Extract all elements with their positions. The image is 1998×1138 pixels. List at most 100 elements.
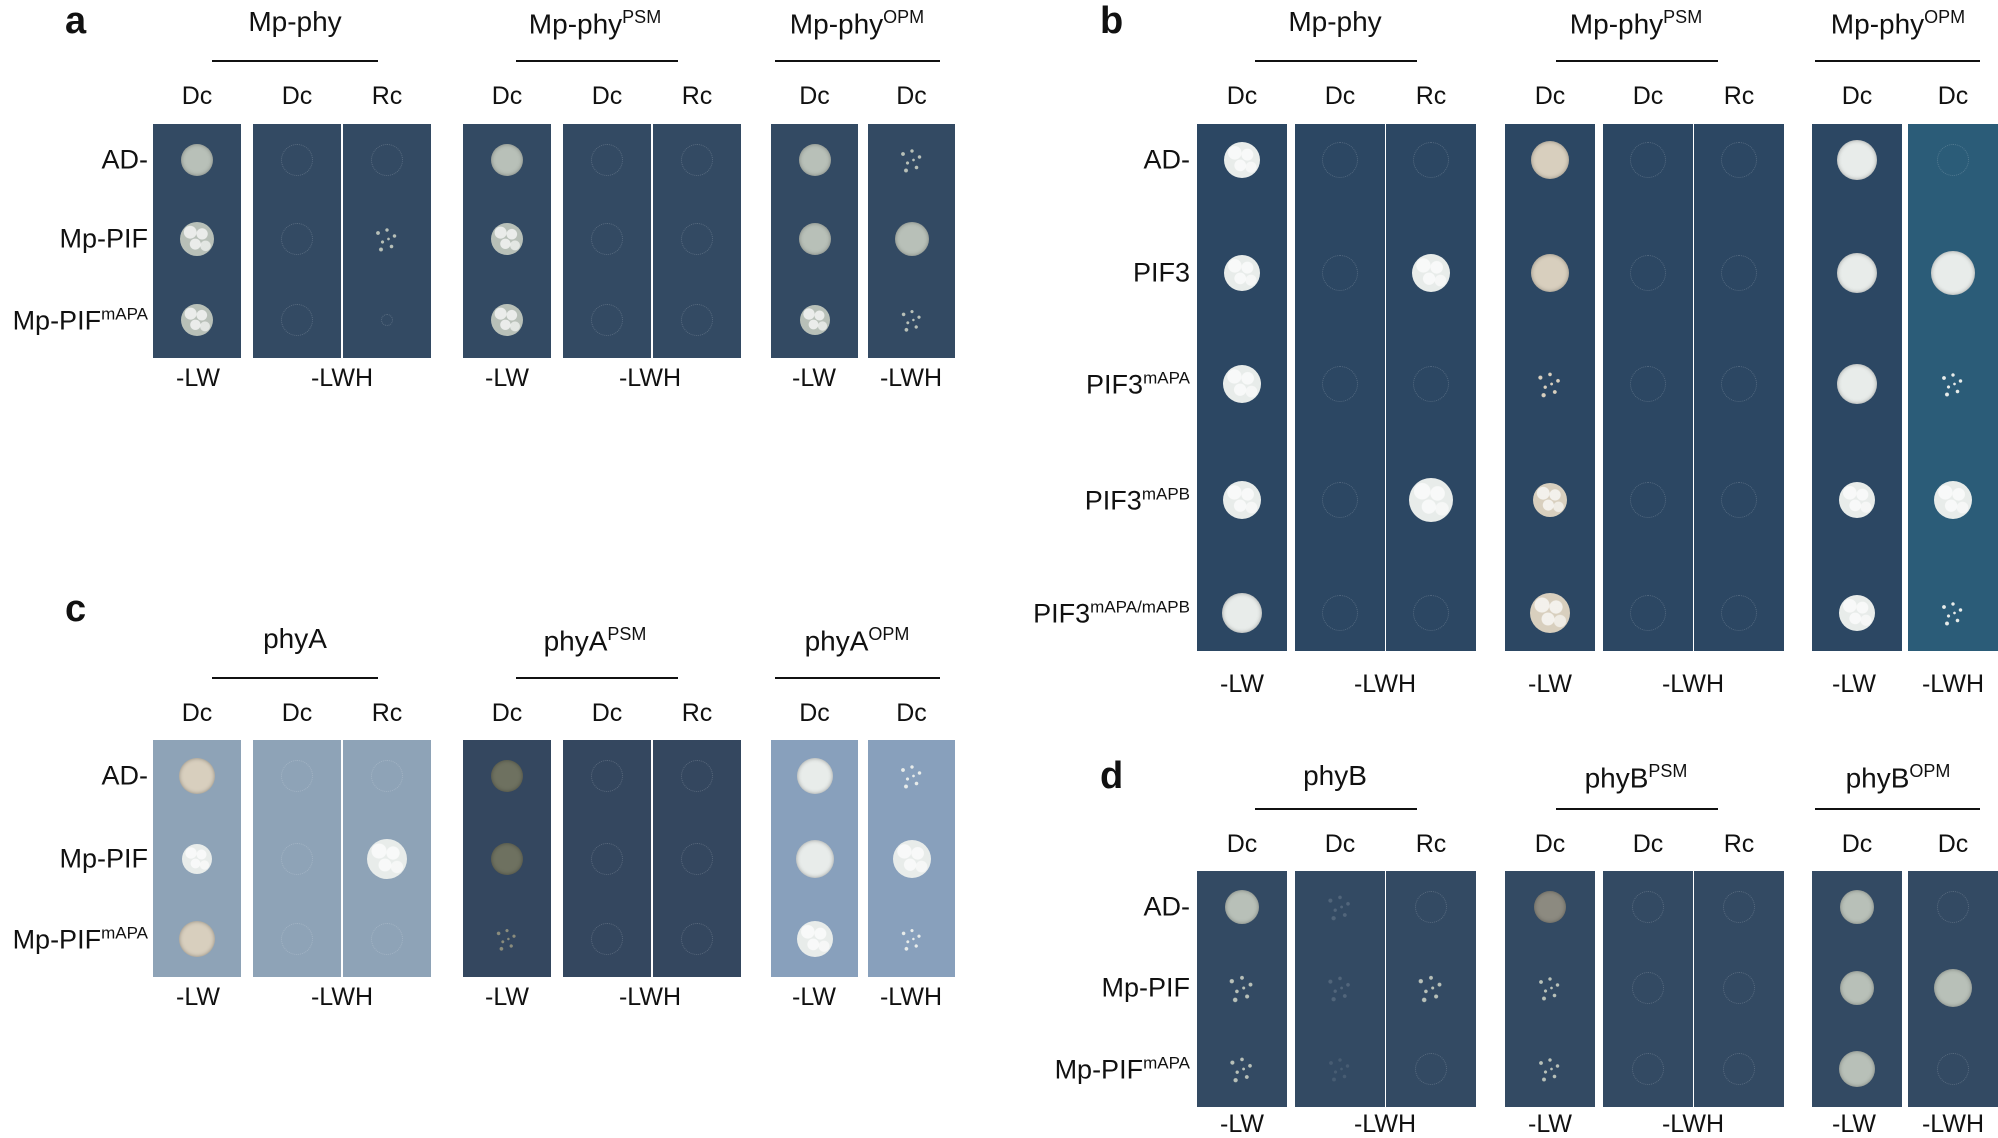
selection-condition-label: -LWH (310, 364, 374, 392)
group-header: Mp-phy (1288, 8, 1381, 36)
yeast-colony (1324, 972, 1356, 1004)
selection-condition-label: -LWH (1353, 1110, 1417, 1138)
row-label-name: AD- (101, 144, 149, 175)
agar-plate (1197, 871, 1287, 1107)
yeast-colony (1224, 142, 1260, 178)
row-label-sup: mAPA (1143, 1053, 1190, 1073)
agar-plate (771, 740, 858, 977)
column-label: Dc (1841, 82, 1873, 110)
group-header-name: phyA (543, 625, 608, 657)
selection-condition-label: -LW (485, 364, 529, 392)
yeast-colony (1937, 1053, 1969, 1085)
row-label-name: AD- (101, 760, 149, 791)
group-header-sup: PSM (1663, 7, 1703, 27)
column-label: Dc (1534, 830, 1566, 858)
yeast-colony (179, 758, 215, 794)
agar-plate (1295, 871, 1385, 1107)
yeast-colony (591, 843, 623, 875)
yeast-colony (491, 304, 523, 336)
agar-plate (1694, 871, 1784, 1107)
group-header-name: Mp-phy (528, 8, 623, 40)
column-label: Rc (371, 82, 403, 110)
agar-plate (1908, 124, 1998, 651)
row-label-sup: mAPA (1143, 368, 1190, 388)
yeast-colony (1535, 973, 1565, 1003)
column-label: Rc (1723, 82, 1755, 110)
row-label-name: Mp-PIF (12, 924, 102, 955)
column-label: Rc (681, 82, 713, 110)
yeast-colony (1934, 481, 1972, 519)
yeast-colony (1630, 255, 1666, 291)
yeast-colony (1413, 142, 1449, 178)
yeast-colony (372, 224, 402, 254)
yeast-colony (1324, 891, 1356, 923)
yeast-colony (1409, 478, 1453, 522)
yeast-colony (493, 925, 521, 953)
yeast-colony (798, 223, 831, 255)
yeast-colony (1938, 598, 1968, 628)
selection-condition-label: -LWH (1661, 670, 1725, 698)
yeast-colony (796, 758, 833, 794)
yeast-colony (281, 760, 313, 792)
yeast-colony (1931, 251, 1975, 295)
yeast-colony (1322, 366, 1358, 402)
column-label: Dc (1937, 830, 1969, 858)
column-label: Dc (491, 82, 523, 110)
selection-condition-label: -LWH (310, 983, 374, 1011)
agar-plate (1386, 124, 1476, 651)
group-header-name: phyB (1845, 762, 1910, 794)
yeast-colony (1322, 142, 1358, 178)
yeast-colony (1531, 254, 1569, 292)
agar-plate (653, 740, 741, 977)
yeast-colony (491, 760, 523, 792)
yeast-colony (179, 921, 215, 957)
yeast-colony (491, 144, 523, 176)
yeast-colony (381, 314, 393, 326)
yeast-colony (1413, 595, 1449, 631)
group-underline (212, 677, 378, 679)
column-label: Rc (1415, 82, 1447, 110)
group-header-sup: OPM (883, 7, 925, 27)
agar-plate (1694, 124, 1784, 651)
agar-plate (343, 124, 431, 358)
group-header: phyA (263, 625, 327, 653)
selection-condition-label: -LWH (618, 364, 682, 392)
group-header-sup: PSM (1648, 761, 1688, 781)
column-label: Dc (181, 699, 213, 727)
column-label: Dc (181, 82, 213, 110)
selection-condition-label: -LW (176, 983, 220, 1011)
agar-plate (1197, 124, 1287, 651)
selection-condition-label: -LW (1832, 670, 1876, 698)
selection-condition-label: -LWH (879, 983, 943, 1011)
yeast-colony (897, 925, 926, 953)
yeast-colony (796, 921, 833, 957)
agar-plate (343, 740, 431, 977)
row-label-sup: mAPA (101, 923, 148, 943)
yeast-colony (1412, 254, 1450, 292)
selection-condition-label: -LWH (1921, 670, 1985, 698)
agar-plate (1812, 871, 1902, 1107)
column-label: Rc (371, 699, 403, 727)
selection-condition-label: -LW (485, 983, 529, 1011)
yeast-colony (1530, 593, 1570, 633)
row-label: Mp-PIF (1101, 974, 1190, 1002)
group-header: Mp-phy (248, 8, 341, 36)
yeast-colony (1415, 1053, 1447, 1085)
yeast-colony (1630, 142, 1666, 178)
row-label: Mp-PIFmAPA (13, 306, 148, 335)
yeast-colony (1934, 969, 1972, 1007)
agar-plate (1505, 871, 1595, 1107)
group-header-name: Mp-phy (1288, 6, 1382, 37)
row-label-name: PIF3 (1033, 598, 1091, 629)
row-label: Mp-PIFmAPA (13, 925, 148, 954)
row-label-name: Mp-PIF (59, 843, 148, 874)
agar-plate (653, 124, 741, 358)
group-underline (1556, 60, 1718, 62)
agar-plate (253, 124, 341, 358)
panel-letter-b: b (1100, 0, 1124, 42)
group-underline (1255, 808, 1417, 810)
row-label-name: PIF3 (1132, 257, 1190, 288)
yeast-colony (1224, 255, 1260, 291)
row-label: PIF3 (1132, 257, 1190, 288)
row-label-sup: mAPA/mAPB (1090, 597, 1190, 617)
